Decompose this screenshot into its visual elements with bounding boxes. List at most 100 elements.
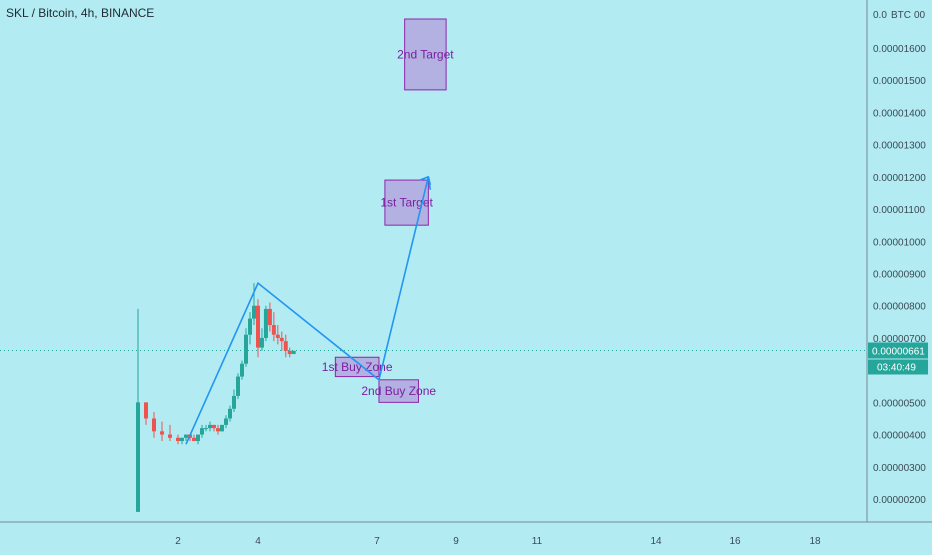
candle-body (216, 428, 220, 432)
candle-body (271, 325, 276, 335)
zone-label: 2nd Target (397, 47, 454, 61)
candle-body (220, 424, 224, 432)
candle-body (204, 428, 208, 430)
y-tick-label: 0.00001400 (873, 108, 926, 119)
candle-body (259, 337, 264, 348)
candle (244, 328, 248, 367)
zone-rect[interactable] (378, 379, 419, 403)
candle (259, 328, 264, 351)
countdown-value: 03:40:49 (877, 362, 916, 373)
y-tick-label: 0.00001500 (873, 76, 926, 87)
candle-body (136, 402, 140, 512)
x-tick-label: 9 (453, 536, 459, 547)
candle-body (256, 305, 260, 348)
candle-body (200, 428, 204, 435)
candle (224, 415, 228, 429)
candle-body (252, 305, 256, 319)
candle (200, 424, 204, 438)
y-tick-label: 0.00000700 (873, 334, 926, 345)
candle (275, 325, 280, 345)
candle (204, 424, 208, 432)
y-tick-label: 0.00001600 (873, 44, 926, 55)
candle (212, 424, 216, 432)
y-tick-label: 0.00001100 (873, 205, 926, 216)
candle (144, 402, 148, 425)
candle (180, 437, 184, 445)
x-tick-label: 16 (729, 536, 741, 547)
current-price-badge-bg (868, 342, 928, 359)
candle-body (232, 395, 236, 409)
zone-box[interactable]: 1st Buy Zone (322, 356, 393, 378)
y-tick-label: 0.00000300 (873, 463, 926, 474)
candle (271, 312, 276, 342)
candle-body (184, 434, 188, 438)
candle (136, 308, 140, 512)
candle (252, 283, 256, 326)
candle (248, 312, 252, 345)
zone-box[interactable]: 2nd Buy Zone (361, 379, 436, 403)
zone-box[interactable]: 2nd Target (397, 18, 454, 91)
candle-body (248, 318, 252, 335)
chart-title: SKL / Bitcoin, 4h, BINANCE (6, 6, 155, 20)
candle (208, 421, 212, 432)
candle (283, 334, 288, 358)
candle (236, 373, 240, 400)
candle-body (263, 308, 268, 338)
countdown-badge-bg (868, 359, 928, 375)
zone-label: 2nd Buy Zone (361, 384, 436, 398)
candle-body (192, 437, 196, 442)
candle-body (208, 424, 212, 429)
zone-label: 1st Target (380, 196, 433, 210)
y-tick-label: 0.00001200 (873, 173, 926, 184)
zone-rect[interactable] (384, 179, 429, 226)
zone-box[interactable]: 1st Target (380, 179, 434, 226)
y-tick-label: 00 (914, 10, 926, 21)
candle-body (228, 408, 232, 419)
candle-body (291, 350, 296, 355)
countdown-badge: 03:40:49 (868, 359, 928, 375)
candle (220, 424, 224, 432)
candle-body (152, 418, 156, 432)
candle-body (144, 402, 148, 419)
candle-body (240, 363, 244, 377)
candle (256, 299, 260, 358)
current-price-value: 0.00000661 (872, 346, 925, 357)
y-tick-label: 0.00000900 (873, 270, 926, 281)
candle (228, 405, 232, 422)
x-tick-label: 11 (532, 536, 543, 547)
y-tick-label: 0.00001300 (873, 141, 926, 152)
y-tick-label: 0.00000400 (873, 431, 926, 442)
candle-body (279, 337, 284, 342)
candle-body (196, 434, 200, 442)
candle-body (160, 431, 164, 435)
candle-body (180, 437, 184, 442)
candle (232, 389, 236, 413)
candle-body (287, 350, 292, 355)
candle (216, 424, 220, 435)
currency-label: BTC (891, 10, 911, 21)
y-tick-label: 0.00000500 (873, 398, 926, 409)
candle (287, 347, 292, 358)
candle (184, 434, 188, 442)
candle-body (283, 341, 288, 351)
x-tick-label: 2 (175, 536, 181, 547)
candle-body (267, 308, 272, 326)
x-tick-label: 4 (255, 536, 261, 547)
candle-body (224, 418, 228, 425)
candle (291, 350, 296, 355)
zone-rect[interactable] (404, 18, 447, 91)
current-price-badge: 0.00000661 (868, 342, 928, 359)
candle (267, 302, 272, 332)
candle (160, 421, 164, 442)
y-tick-label: 0.0 (873, 10, 887, 21)
candle (168, 424, 172, 442)
x-tick-label: 14 (650, 536, 662, 547)
candle (196, 434, 200, 445)
candle (263, 305, 268, 342)
candle (240, 360, 244, 380)
candle-body (176, 437, 180, 442)
candle (279, 331, 284, 351)
arrow-head (420, 175, 432, 186)
